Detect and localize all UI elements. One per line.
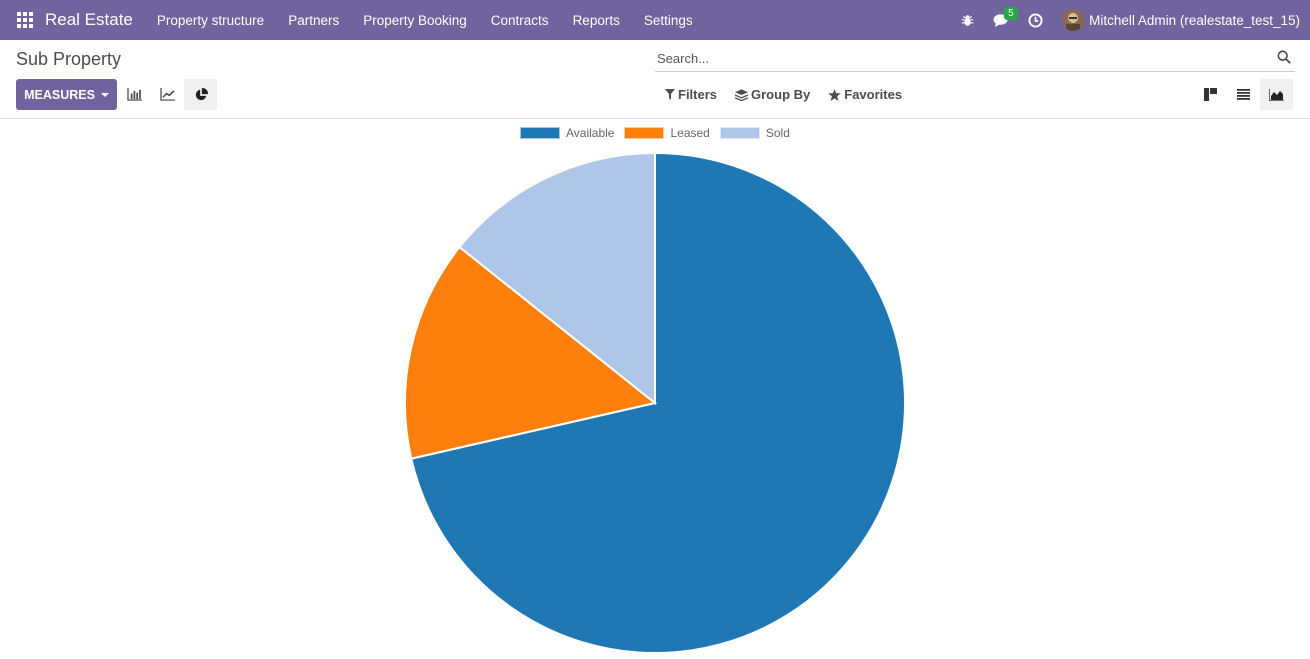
bar-chart-icon bbox=[127, 88, 142, 101]
star-icon bbox=[828, 88, 842, 101]
chart-type-switcher bbox=[118, 79, 217, 110]
favorites-button[interactable]: Favorites bbox=[828, 87, 902, 102]
chart-legend: Available Leased Sold bbox=[520, 126, 800, 140]
debug-bug-icon[interactable] bbox=[950, 0, 984, 40]
line-chart-button[interactable] bbox=[151, 79, 184, 110]
layers-icon bbox=[735, 88, 749, 101]
search-options: Filters Group By Favorites bbox=[665, 87, 902, 102]
top-navbar: Real Estate Property structure Partners … bbox=[0, 0, 1310, 40]
search-icon[interactable] bbox=[1277, 50, 1291, 69]
pie-chart-icon bbox=[195, 87, 208, 100]
bar-chart-button[interactable] bbox=[118, 79, 151, 110]
user-avatar bbox=[1062, 9, 1085, 31]
legend-label: Sold bbox=[765, 126, 790, 140]
messages-icon[interactable]: 5 bbox=[984, 0, 1018, 40]
pie-slice-leased[interactable] bbox=[404, 245, 658, 460]
filters-label: Filters bbox=[678, 87, 718, 102]
line-chart-icon bbox=[160, 88, 175, 101]
area-chart-icon bbox=[1269, 88, 1284, 101]
legend-swatch bbox=[624, 127, 665, 139]
activity-clock-icon[interactable] bbox=[1018, 0, 1052, 40]
filters-button[interactable]: Filters bbox=[665, 87, 717, 102]
view-switcher bbox=[1194, 79, 1293, 110]
pie-chart-button[interactable] bbox=[184, 79, 217, 110]
menu-item-property-structure[interactable]: Property structure bbox=[156, 12, 265, 28]
page-title: Sub Property bbox=[16, 49, 122, 69]
menu-item-settings[interactable]: Settings bbox=[643, 12, 693, 28]
apps-menu-icon[interactable] bbox=[17, 12, 33, 28]
group-by-label: Group By bbox=[751, 87, 811, 102]
measures-label: MEASURES bbox=[24, 87, 95, 102]
favorites-label: Favorites bbox=[844, 87, 903, 102]
legend-label: Leased bbox=[670, 126, 710, 140]
navbar-systray: 5 Mitchell Admin (realestate_test_15) bbox=[950, 0, 1310, 40]
search-input[interactable] bbox=[655, 45, 1255, 71]
graph-view: Available Leased Sold bbox=[0, 120, 1310, 654]
caret-down-icon bbox=[100, 92, 109, 97]
group-by-button[interactable]: Group By bbox=[735, 87, 810, 102]
menu-item-property-booking[interactable]: Property Booking bbox=[363, 12, 467, 28]
legend-item[interactable]: Available bbox=[520, 126, 614, 140]
message-count-badge: 5 bbox=[1004, 7, 1018, 20]
legend-swatch bbox=[520, 127, 560, 139]
measures-button[interactable]: MEASURES bbox=[16, 79, 117, 110]
main-menu: Property structure Partners Property Boo… bbox=[145, 13, 705, 28]
search-bar bbox=[655, 45, 1295, 72]
kanban-view-button[interactable] bbox=[1194, 79, 1227, 110]
legend-item[interactable]: Sold bbox=[719, 126, 790, 140]
user-menu[interactable]: Mitchell Admin (realestate_test_15) bbox=[1062, 9, 1300, 31]
app-brand[interactable]: Real Estate bbox=[45, 10, 133, 29]
menu-item-contracts[interactable]: Contracts bbox=[490, 12, 549, 28]
list-icon bbox=[1237, 89, 1250, 100]
legend-swatch bbox=[719, 127, 760, 139]
pie-slice-sold[interactable] bbox=[458, 151, 656, 406]
list-view-button[interactable] bbox=[1227, 79, 1260, 110]
user-name: Mitchell Admin (realestate_test_15) bbox=[1089, 12, 1300, 28]
filter-icon bbox=[665, 89, 675, 100]
control-panel: Sub Property MEASURES Filters Group By bbox=[0, 40, 1310, 119]
menu-item-reports[interactable]: Reports bbox=[572, 12, 620, 28]
kanban-icon bbox=[1204, 88, 1217, 101]
pie-slice-available[interactable] bbox=[410, 151, 906, 654]
menu-item-partners[interactable]: Partners bbox=[288, 12, 340, 28]
legend-label: Available bbox=[566, 126, 615, 140]
pie-chart bbox=[404, 151, 906, 654]
legend-item[interactable]: Leased bbox=[624, 126, 710, 140]
graph-view-button[interactable] bbox=[1260, 79, 1293, 110]
